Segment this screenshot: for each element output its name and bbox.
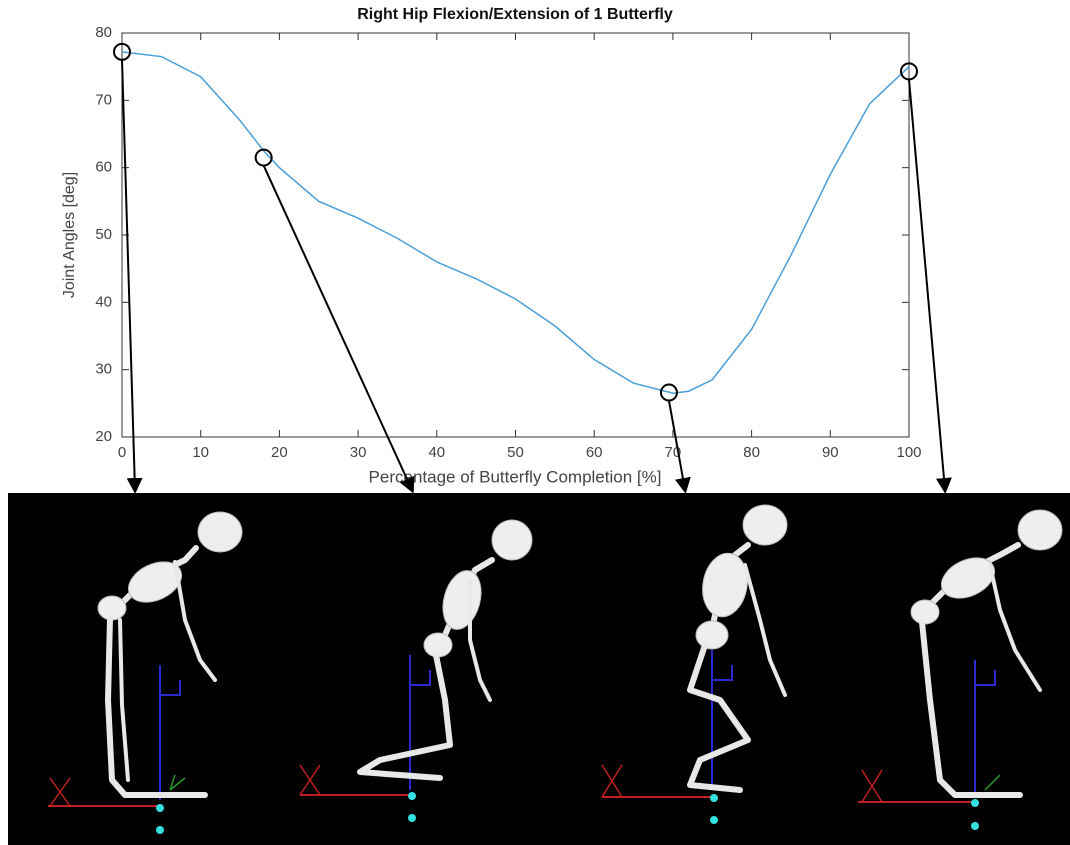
y-tick-label: 40 xyxy=(95,293,112,310)
x-tick-label: 60 xyxy=(586,444,603,461)
x-tick-label: 20 xyxy=(271,444,288,461)
y-tick-label: 80 xyxy=(95,24,112,41)
x-tick-label: 30 xyxy=(350,444,367,461)
y-tick-label: 70 xyxy=(95,91,112,108)
y-axis-label: Joint Angles [deg] xyxy=(61,172,78,298)
x-tick-label: 10 xyxy=(192,444,209,461)
chart: Right Hip Flexion/Extension of 1 Butterf… xyxy=(0,0,1070,845)
x-tick-label: 0 xyxy=(118,444,126,461)
annotation-arrow xyxy=(264,166,412,490)
x-tick-label: 80 xyxy=(743,444,760,461)
annotation-arrow xyxy=(122,60,135,490)
y-tick-label: 60 xyxy=(95,159,112,176)
data-line xyxy=(122,52,909,393)
x-tick-label: 50 xyxy=(507,444,524,461)
y-tick-label: 20 xyxy=(95,428,112,445)
annotation-arrow xyxy=(909,79,945,490)
x-tick-label: 40 xyxy=(428,444,445,461)
y-tick-label: 30 xyxy=(95,361,112,378)
x-tick-label: 100 xyxy=(896,444,921,461)
chart-title: Right Hip Flexion/Extension of 1 Butterf… xyxy=(357,6,673,23)
plot-area xyxy=(122,33,909,437)
y-tick-label: 50 xyxy=(95,226,112,243)
x-axis-label: Percentage of Butterfly Completion [%] xyxy=(369,467,662,486)
x-tick-label: 90 xyxy=(822,444,839,461)
